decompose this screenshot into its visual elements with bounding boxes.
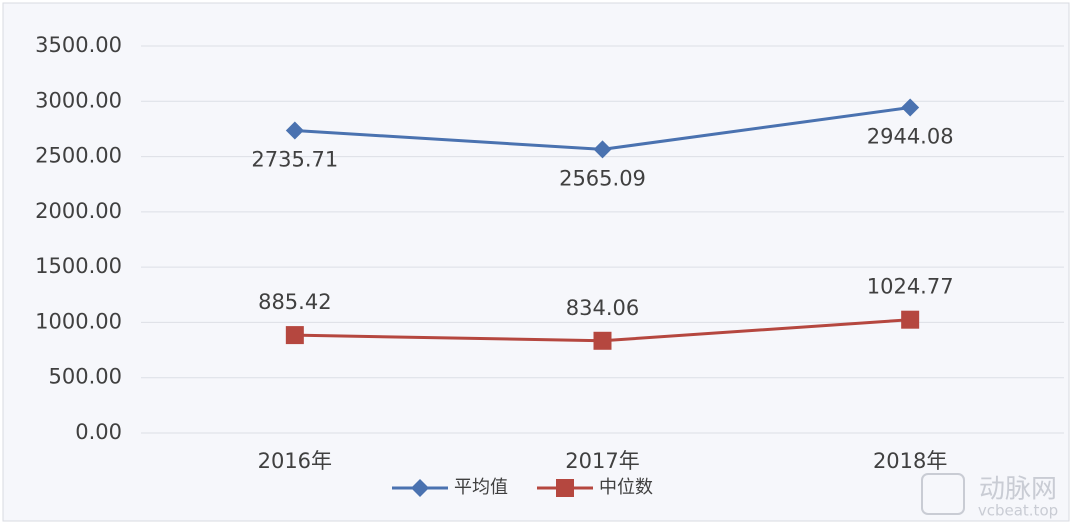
legend-label: 中位数	[599, 477, 653, 498]
legend-marker	[556, 479, 574, 497]
watermark: 动脉网 vcbeat.top	[921, 473, 1058, 520]
x-tick-label: 2016年	[258, 449, 332, 473]
watermark-logo	[921, 473, 965, 515]
value-label: 2735.71	[251, 148, 338, 172]
x-tick-label: 2017年	[565, 449, 639, 473]
legend-label: 平均值	[454, 477, 508, 498]
y-tick-label: 2000.00	[35, 199, 122, 223]
point	[901, 98, 920, 117]
x-tick-label: 2018年	[873, 449, 947, 473]
y-tick-label: 500.00	[49, 365, 122, 389]
watermark-name: 动脉网	[979, 475, 1057, 505]
point	[593, 140, 612, 159]
point	[285, 326, 304, 345]
chart-background	[2, 2, 1070, 522]
y-tick-label: 2500.00	[35, 144, 122, 168]
point	[593, 331, 612, 350]
value-label: 2565.09	[559, 166, 646, 190]
value-label: 1024.77	[867, 275, 954, 299]
point	[285, 121, 304, 140]
value-label: 885.42	[258, 290, 331, 314]
watermark-url: vcbeat.top	[978, 502, 1058, 520]
value-label: 834.06	[566, 296, 639, 320]
y-tick-label: 1500.00	[35, 254, 122, 278]
y-tick-label: 1000.00	[35, 309, 122, 333]
point	[901, 310, 920, 329]
y-tick-label: 3000.00	[35, 88, 122, 112]
y-tick-label: 3500.00	[35, 33, 122, 57]
value-label: 2944.08	[867, 124, 954, 148]
legend-marker	[411, 479, 429, 497]
y-tick-label: 0.00	[75, 420, 122, 444]
